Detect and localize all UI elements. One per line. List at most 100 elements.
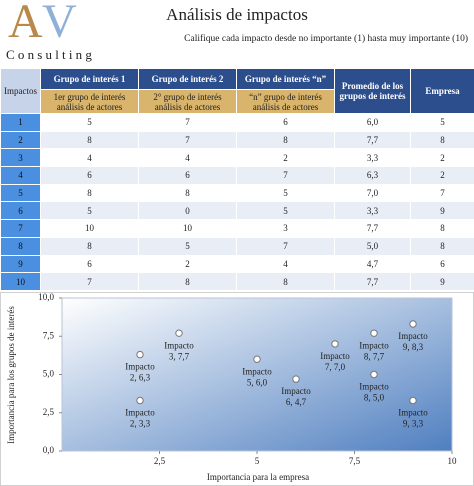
table-row: 2 8 7 8 7,7 8 bbox=[0, 130, 474, 150]
table-cell: 8 bbox=[40, 183, 139, 203]
company-name: Consulting bbox=[6, 47, 96, 62]
impact-number: 4 bbox=[0, 166, 41, 185]
table-cell: 8 bbox=[236, 130, 335, 150]
table-cell: 2 bbox=[410, 166, 474, 185]
impact-number: 6 bbox=[0, 201, 41, 221]
impact-number: 9 bbox=[0, 254, 41, 274]
table-cell: 6 bbox=[236, 113, 335, 132]
point-label: 9, 3,3 bbox=[403, 419, 424, 429]
point bbox=[409, 396, 417, 405]
point bbox=[253, 355, 261, 363]
point-label: 6, 4,7 bbox=[286, 397, 307, 407]
point-title: Impacto bbox=[164, 340, 194, 350]
table-body: 1 5 7 6 6,0 5 2 8 7 8 7,7 8 3 4 4 2 3,3 2 4 6 6 7 6,3 2 5 8 8 5 7,0 7… bbox=[0, 113, 474, 291]
impact-number: 2 bbox=[0, 130, 41, 150]
table-cell: 2 bbox=[138, 254, 237, 274]
point bbox=[136, 396, 144, 405]
y-tick-label: 10,0 bbox=[38, 292, 54, 302]
point bbox=[175, 329, 183, 337]
table-cell: 2 bbox=[410, 148, 474, 168]
y-tick-label: 5,0 bbox=[43, 369, 55, 379]
point-title: Impacto bbox=[125, 408, 155, 418]
x-tick-label: 10 bbox=[448, 456, 458, 466]
subtitle: Califique cada impacto desde no importan… bbox=[184, 34, 468, 44]
point-label: 2, 3,3 bbox=[130, 419, 151, 429]
table-cell: 5 bbox=[138, 236, 237, 256]
table-cell: 3 bbox=[236, 219, 335, 238]
logo-a: A bbox=[8, 0, 43, 48]
point bbox=[370, 370, 378, 379]
impact-table: Impactos Grupo de interés 1 Grupo de int… bbox=[0, 68, 474, 291]
table-cell: 10 bbox=[138, 219, 237, 238]
table-cell: 6 bbox=[40, 166, 139, 185]
table-cell: 6 bbox=[40, 254, 139, 274]
point bbox=[292, 375, 300, 383]
table-cell: 7 bbox=[410, 183, 474, 203]
point-label: 5, 6,0 bbox=[247, 377, 268, 387]
table-cell: 5 bbox=[410, 113, 474, 132]
impact-number: 5 bbox=[0, 183, 41, 203]
table-cell: 7 bbox=[40, 272, 139, 291]
x-tick-label: 2,5 bbox=[154, 456, 166, 466]
point-title: Impacto bbox=[281, 386, 311, 396]
table-cell: 5 bbox=[40, 201, 139, 221]
header-cell: Grupo de interés 1 bbox=[40, 68, 139, 90]
impact-number: 8 bbox=[0, 236, 41, 256]
table-cell: 4,7 bbox=[334, 254, 411, 274]
table-row: 3 4 4 2 3,3 2 bbox=[0, 148, 474, 168]
table-cell: 6,0 bbox=[334, 113, 411, 132]
chart: Importancia para la empresa Importancia … bbox=[0, 292, 474, 486]
table-cell: 8 bbox=[138, 272, 237, 291]
y-tick-label: 0,0 bbox=[43, 445, 55, 455]
point-title: Impacto bbox=[359, 382, 389, 392]
subheader-row: 1er grupo de interés análisis de actores… bbox=[1, 89, 474, 114]
subheader-cell: 1er grupo de interés análisis de actores bbox=[40, 89, 139, 114]
logo: A V Consulting bbox=[4, 0, 114, 62]
table-row: 10 7 8 8 7,7 9 bbox=[0, 272, 474, 291]
table-cell: 7 bbox=[138, 130, 237, 150]
title: Análisis de impactos bbox=[166, 5, 308, 24]
table-cell: 8 bbox=[138, 183, 237, 203]
point bbox=[409, 320, 417, 328]
table-cell: 7 bbox=[138, 113, 237, 132]
point bbox=[331, 340, 339, 348]
table-cell: 6 bbox=[410, 254, 474, 274]
table-cell: 8 bbox=[40, 236, 139, 256]
table-cell: 8 bbox=[410, 219, 474, 238]
table-cell: 7 bbox=[236, 166, 335, 185]
impact-number: 7 bbox=[0, 219, 41, 238]
table-cell: 4 bbox=[138, 148, 237, 168]
table-cell: 7,7 bbox=[334, 219, 411, 238]
x-axis-title: Importancia para la empresa bbox=[207, 472, 309, 482]
table-cell: 7 bbox=[236, 236, 335, 256]
point-title: Impacto bbox=[242, 366, 272, 376]
header-cell: Impactos bbox=[0, 68, 41, 114]
point-title: Impacto bbox=[398, 408, 428, 418]
table-cell: 4 bbox=[236, 254, 335, 274]
table-cell: 5 bbox=[236, 183, 335, 203]
table-cell: 4 bbox=[40, 148, 139, 168]
table-cell: 3,3 bbox=[334, 201, 411, 221]
table-cell: 8 bbox=[40, 130, 139, 150]
table-cell: 9 bbox=[410, 201, 474, 221]
table-cell: 2 bbox=[236, 148, 335, 168]
logo-v: V bbox=[42, 0, 77, 48]
table-row: 8 8 5 7 5,0 8 bbox=[0, 236, 474, 256]
y-tick-label: 2,5 bbox=[43, 407, 55, 417]
table-row: 6 5 0 5 3,3 9 bbox=[0, 201, 474, 221]
subheader-cell: 2° grupo de interés análisis de actores bbox=[138, 89, 237, 114]
table-cell: 8 bbox=[236, 272, 335, 291]
table-cell: 3,3 bbox=[334, 148, 411, 168]
table-row: 1 5 7 6 6,0 5 bbox=[0, 113, 474, 132]
table-cell: 6 bbox=[138, 166, 237, 185]
x-tick-label: 5 bbox=[255, 456, 260, 466]
header-cell: Promedio de los grupos de interés bbox=[334, 68, 411, 114]
point-title: Impacto bbox=[320, 351, 350, 361]
header-cell: Grupo de interés “n” bbox=[236, 68, 335, 90]
header-row: Impactos Grupo de interés 1 Grupo de int… bbox=[0, 68, 474, 114]
x-tick-label: 7,5 bbox=[349, 456, 361, 466]
table-cell: 9 bbox=[410, 272, 474, 291]
point-label: 9, 8,3 bbox=[403, 342, 424, 352]
table-cell: 8 bbox=[410, 130, 474, 150]
